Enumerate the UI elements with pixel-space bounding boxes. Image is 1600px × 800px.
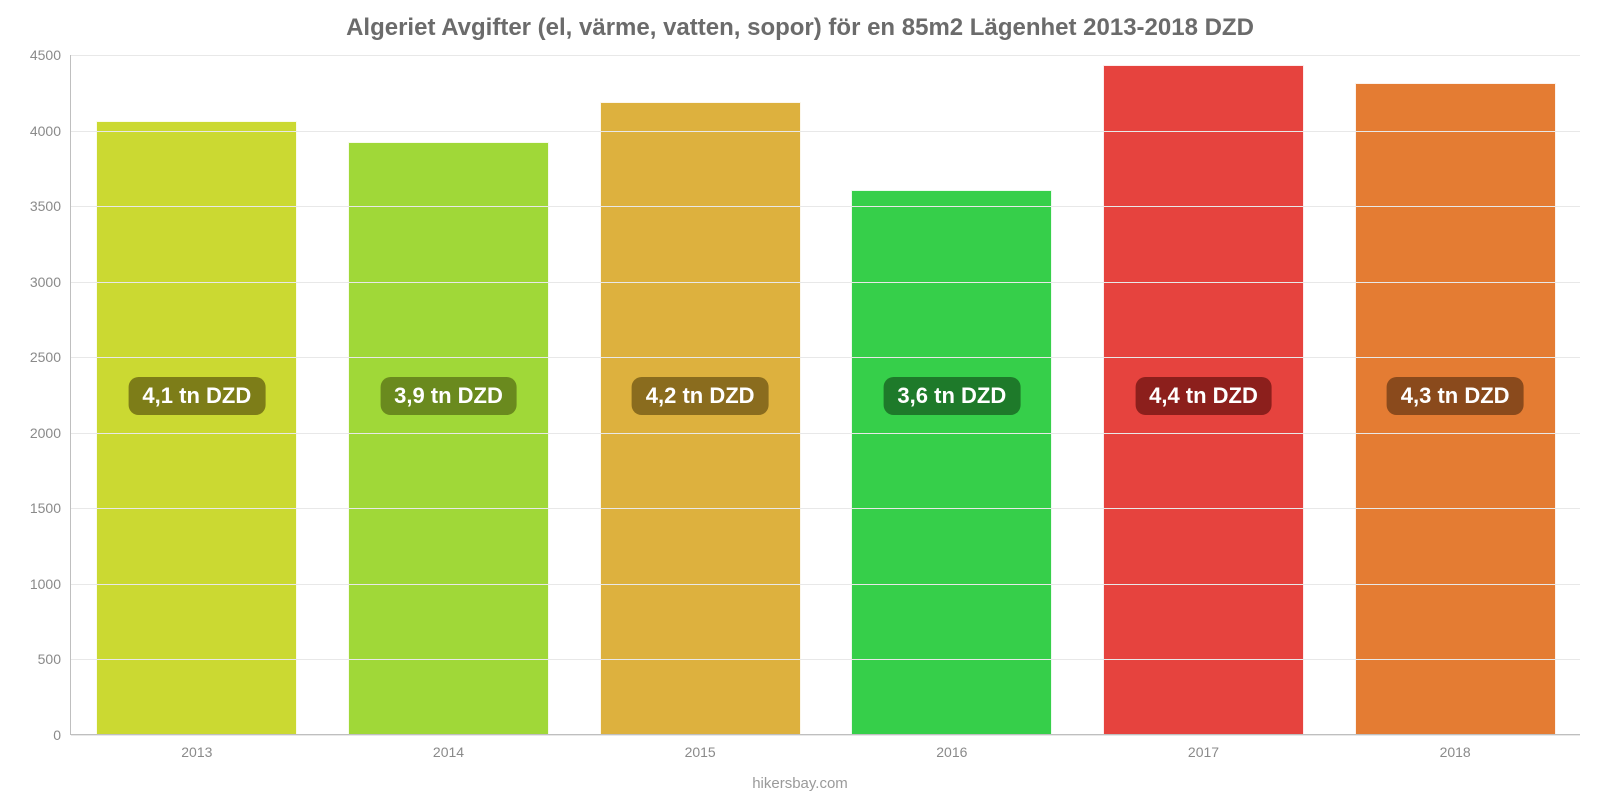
x-tick-label: 2013 xyxy=(181,734,212,760)
x-tick-label: 2016 xyxy=(936,734,967,760)
grid-line xyxy=(71,433,1580,434)
y-tick-label: 3000 xyxy=(30,274,71,290)
x-tick-label: 2018 xyxy=(1440,734,1471,760)
y-tick-label: 1500 xyxy=(30,500,71,516)
bar-value-label: 4,2 tn DZD xyxy=(632,377,769,415)
bar xyxy=(348,142,549,734)
grid-line xyxy=(71,735,1580,736)
bar-value-label: 3,6 tn DZD xyxy=(883,377,1020,415)
y-tick-label: 4000 xyxy=(30,123,71,139)
y-tick-label: 0 xyxy=(53,727,71,743)
grid-line xyxy=(71,55,1580,56)
y-tick-label: 3500 xyxy=(30,198,71,214)
grid-line xyxy=(71,206,1580,207)
grid-line xyxy=(71,131,1580,132)
grid-line xyxy=(71,357,1580,358)
y-tick-label: 1000 xyxy=(30,576,71,592)
x-tick-label: 2015 xyxy=(685,734,716,760)
chart-footer: hikersbay.com xyxy=(0,775,1600,792)
bar-value-label: 4,1 tn DZD xyxy=(128,377,265,415)
bar-value-label: 4,4 tn DZD xyxy=(1135,377,1272,415)
chart-container: Algeriet Avgifter (el, värme, vatten, so… xyxy=(0,0,1600,800)
grid-line xyxy=(71,659,1580,660)
y-tick-label: 2000 xyxy=(30,425,71,441)
chart-title: Algeriet Avgifter (el, värme, vatten, so… xyxy=(0,0,1600,42)
x-tick-label: 2014 xyxy=(433,734,464,760)
x-tick-label: 2017 xyxy=(1188,734,1219,760)
y-tick-label: 500 xyxy=(38,651,71,667)
grid-line xyxy=(71,508,1580,509)
bars-layer: 4,1 tn DZD 3,9 tn DZD 4,2 tn DZD 3,6 tn DZD… xyxy=(71,55,1580,734)
grid-line xyxy=(71,282,1580,283)
y-tick-label: 4500 xyxy=(30,47,71,63)
plot-area: 4,1 tn DZD 3,9 tn DZD 4,2 tn DZD 3,6 tn DZD… xyxy=(70,55,1580,735)
grid-line xyxy=(71,584,1580,585)
y-tick-label: 2500 xyxy=(30,349,71,365)
bar xyxy=(96,121,297,735)
bar xyxy=(851,190,1052,734)
bar xyxy=(600,102,801,734)
bar-value-label: 4,3 tn DZD xyxy=(1387,377,1524,415)
bar-value-label: 3,9 tn DZD xyxy=(380,377,517,415)
